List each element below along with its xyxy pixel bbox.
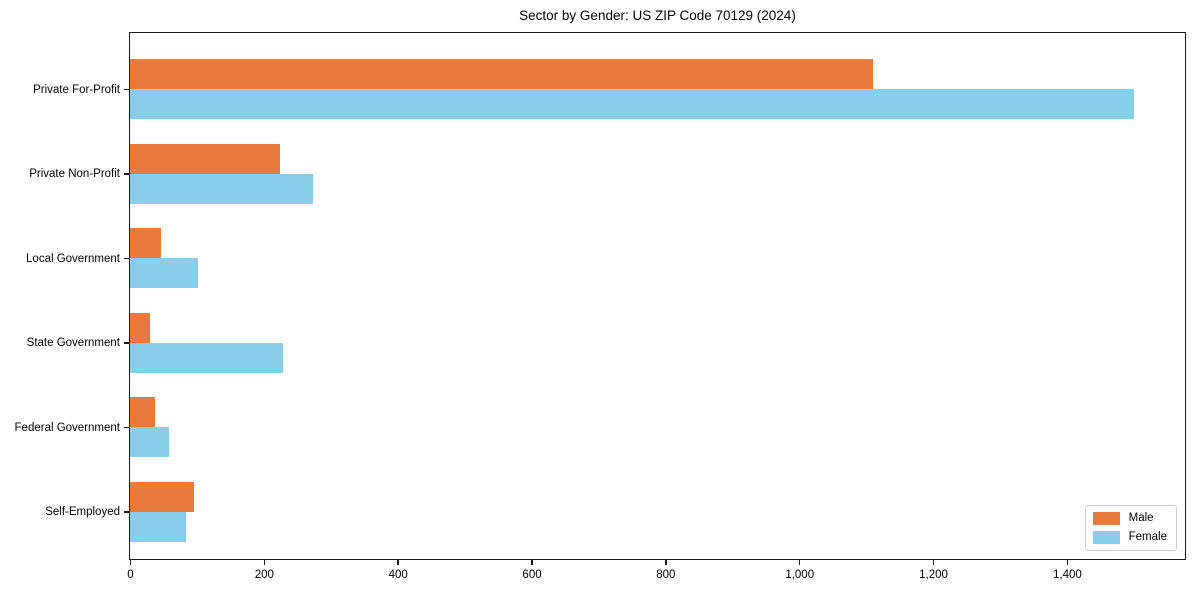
x-axis-tick-label: 400	[388, 569, 408, 581]
bar-male-self-employed	[130, 481, 194, 512]
bar-female-federal-government	[130, 427, 169, 457]
y-tick	[124, 257, 129, 259]
y-axis-label: Local Government	[26, 252, 120, 265]
x-tick	[665, 560, 667, 565]
x-tick	[263, 560, 266, 565]
y-tick	[124, 342, 129, 344]
x-tick	[397, 560, 399, 565]
bar-male-federal-government	[130, 397, 155, 427]
chart-title: Sector by Gender: US ZIP Code 70129 (202…	[519, 8, 796, 23]
legend-item-female: Female	[1092, 531, 1167, 544]
legend-item-male: Male	[1092, 512, 1167, 525]
legend-swatch-female	[1092, 531, 1120, 544]
x-axis-tick-label: 200	[254, 569, 274, 581]
bar-female-self-employed	[130, 511, 186, 542]
x-axis-tick-label: 800	[656, 569, 676, 581]
bar-female-private-for-profit	[130, 89, 1134, 119]
plot-area: Male Female	[129, 32, 1186, 560]
x-tick	[1066, 560, 1069, 565]
y-tick	[124, 173, 129, 175]
y-axis-label: Private For-Profit	[33, 83, 120, 96]
x-axis-tick-label: 1,000	[785, 569, 815, 581]
bar-female-state-government	[130, 342, 283, 373]
bar-male-private-non-profit	[130, 143, 280, 174]
bar-male-state-government	[130, 312, 150, 343]
x-tick	[531, 560, 533, 565]
y-axis-label: Private Non-Profit	[29, 168, 120, 180]
y-tick	[124, 511, 129, 513]
x-axis-tick-label: 600	[522, 569, 542, 581]
y-axis-label: State Government	[26, 337, 120, 349]
bar-female-local-government	[130, 258, 198, 288]
legend-label-male: Male	[1128, 512, 1154, 524]
legend-swatch-male	[1092, 512, 1120, 525]
x-tick	[129, 560, 132, 565]
bar-female-private-non-profit	[130, 173, 313, 204]
bar-male-local-government	[130, 228, 161, 258]
x-tick	[932, 560, 935, 565]
y-axis-label: Federal Government	[14, 421, 120, 434]
x-axis-tick-label: 0	[127, 569, 134, 581]
x-axis-tick-label: 1,400	[1052, 569, 1082, 581]
x-tick	[798, 560, 801, 565]
legend-label-female: Female	[1128, 531, 1167, 543]
x-axis-tick-label: 1,200	[919, 569, 948, 581]
y-tick	[124, 88, 129, 90]
y-tick	[124, 426, 129, 428]
y-axis-label: Self-Employed	[45, 506, 120, 518]
bar-male-private-for-profit	[130, 59, 873, 89]
legend: Male Female	[1084, 505, 1177, 551]
